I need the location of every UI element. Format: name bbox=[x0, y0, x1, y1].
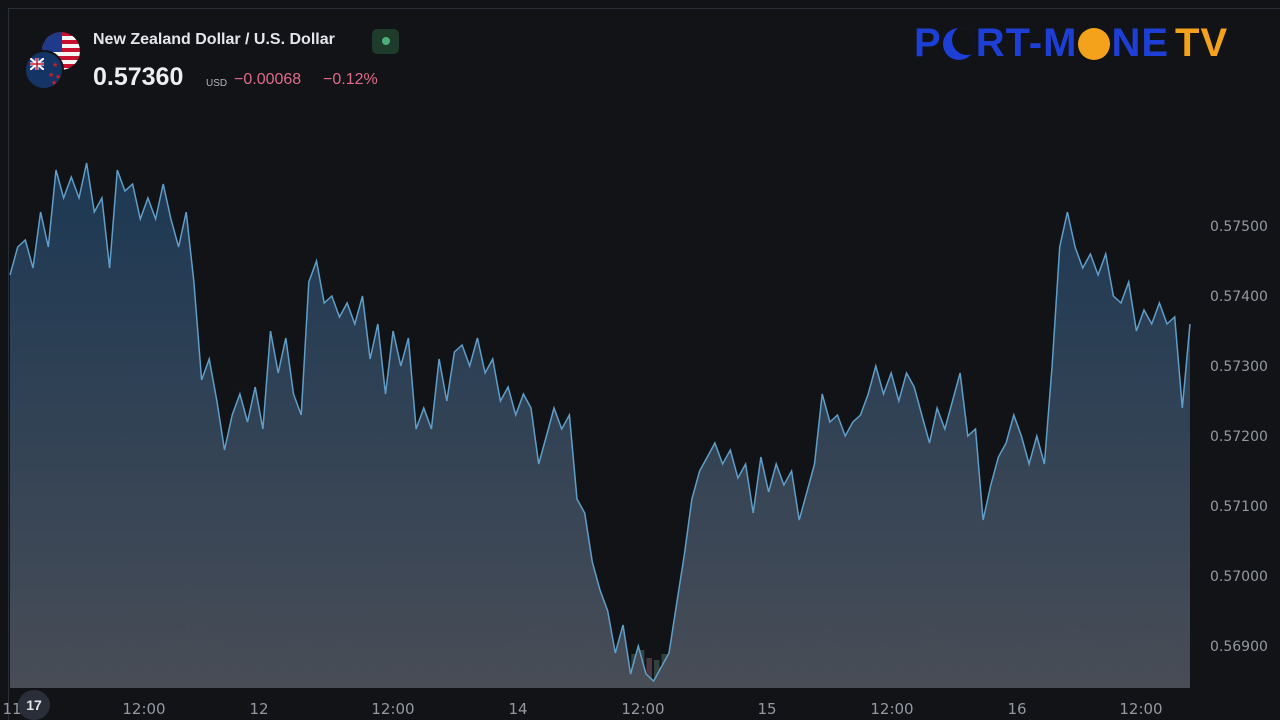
brand-text-p: P bbox=[914, 21, 942, 65]
price-change: −0.00068 bbox=[234, 71, 302, 88]
y-tick-label: 0.57100 bbox=[1210, 499, 1268, 515]
x-tick-label: 12:00 bbox=[870, 700, 913, 718]
price-axis[interactable]: 0.57500 0.57400 0.57300 0.57200 0.57100 0.570… bbox=[1210, 219, 1268, 655]
y-tick-label: 0.57300 bbox=[1210, 359, 1268, 375]
nz-flag-icon: ★ ★ ★ ★ bbox=[24, 50, 64, 90]
price-line bbox=[9, 162, 1191, 683]
y-tick-label: 0.57500 bbox=[1210, 219, 1268, 235]
x-tick-label: 12:00 bbox=[122, 700, 165, 718]
price-area-fill bbox=[10, 163, 1190, 688]
x-tick-label: 16 bbox=[1007, 700, 1026, 718]
price-change-percent: −0.12% bbox=[323, 71, 378, 88]
sun-icon bbox=[1078, 28, 1111, 60]
moon-icon bbox=[942, 28, 975, 60]
y-tick-label: 0.57200 bbox=[1210, 429, 1268, 445]
y-tick-label: 0.57000 bbox=[1210, 569, 1268, 585]
chart-frame bbox=[8, 8, 1280, 720]
y-tick-label: 0.56900 bbox=[1210, 639, 1268, 655]
brand-text-tv: TV bbox=[1175, 21, 1229, 65]
x-tick-label: 14 bbox=[508, 700, 527, 718]
x-tick-label: 12:00 bbox=[1119, 700, 1162, 718]
x-tick-label: 12:00 bbox=[371, 700, 414, 718]
y-tick-label: 0.57400 bbox=[1210, 289, 1268, 305]
brand-watermark: P RT-M NE TV bbox=[914, 20, 1228, 66]
brand-text-ne: NE bbox=[1111, 21, 1170, 65]
symbol-title[interactable]: New Zealand Dollar / U.S. Dollar bbox=[93, 31, 335, 48]
x-tick-label: 11 bbox=[2, 700, 21, 718]
market-status-indicator[interactable] bbox=[372, 29, 399, 54]
last-price: 0.57360 bbox=[93, 63, 184, 91]
brand-text-rtm: RT-M bbox=[975, 21, 1078, 65]
x-tick-label: 12:00 bbox=[621, 700, 664, 718]
tradingview-logo-icon[interactable]: 17 bbox=[18, 690, 50, 720]
currency-pair-flags: ★ ★ ★ ★ bbox=[24, 32, 84, 90]
price-currency: USD bbox=[206, 78, 228, 89]
time-axis[interactable]: 11 12:00 12 12:00 14 12:00 15 12:00 16 12:00 bbox=[2, 700, 1162, 718]
volume-bar bbox=[646, 658, 652, 688]
x-tick-label: 12 bbox=[249, 700, 268, 718]
x-tick-label: 15 bbox=[757, 700, 776, 718]
